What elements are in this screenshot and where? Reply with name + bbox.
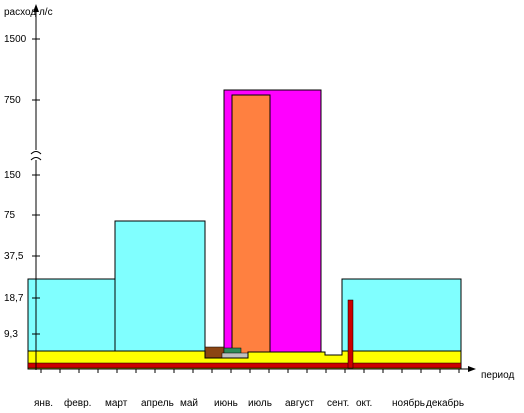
x-tick-label: август [285,398,314,409]
x-tick-label: янв. [34,398,53,409]
x-axis-arrow [468,366,476,372]
y-tick-label: 1500 [4,34,27,45]
y-axis-break-lower [30,157,42,161]
area-red-spike-sept [347,299,354,369]
x-axis-title: период [481,370,514,381]
plot-area [27,89,462,370]
y-tick-label: 37,5 [4,251,24,262]
x-tick-label: июль [248,398,272,409]
x-tick-label: май [180,398,198,409]
area-red-base [27,362,462,369]
axes [28,4,476,373]
y-tick-label: 750 [4,95,21,106]
x-tick-label: декабрь [426,397,464,409]
x-tick-label: апрель [141,398,174,409]
x-tick-label: февр. [64,397,91,409]
x-tick-label: сент. [327,398,349,409]
area-orange-jun-jul [231,94,271,370]
y-tick-label: 75 [4,210,16,221]
y-tick-label: 18,7 [4,293,24,304]
y-tick-labels: 9,3 18,7 37,5 75 150 750 1500 [4,34,27,340]
x-tick-labels: янв. февр. март апрель май июнь июль август сент… [34,397,464,409]
y-axis-arrow [33,4,39,12]
x-tick-label: окт. [356,398,372,409]
area-cyan-mar-may [114,220,206,370]
block-brown [204,346,225,359]
x-tick-label: март [105,398,128,409]
x-tick-label: ноябрь [392,397,425,409]
x-tick-label: июнь [214,398,238,409]
y-axis-break-upper [30,151,42,155]
y-tick-label: 9,3 [4,329,18,340]
y-tick-label: 150 [4,170,21,181]
y-axis-title: расход л/с [4,7,53,18]
